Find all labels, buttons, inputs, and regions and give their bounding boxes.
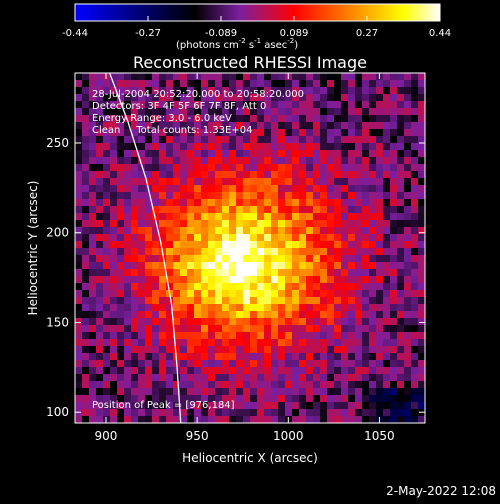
solar-limb-line [109, 73, 182, 423]
y-tick-label: 250 [46, 136, 69, 150]
x-tick-label: 900 [95, 429, 118, 443]
colorbar-ticks: -0.44 -0.27 -0.089 0.089 0.27 0.44 [62, 16, 451, 39]
annotation-detectors: Detectors: 3F 4F 5F 6F 7F 8F, Att 0 [92, 101, 266, 112]
y-axis-label: Heliocentric Y (arcsec) [26, 181, 40, 316]
plot-frame [74, 72, 426, 424]
x-tick-label: 950 [186, 429, 209, 443]
colorbar-tick-label: -0.089 [205, 28, 237, 39]
x-tick-label: 1000 [273, 429, 304, 443]
annotation-energy: Energy Range: 3.0 - 6.0 keV [92, 113, 232, 124]
footer-timestamp: 2-May-2022 12:08 [386, 484, 496, 498]
heatmap-image [75, 73, 425, 423]
axes: 900 950 1000 1050 100 150 200 250 [46, 73, 425, 443]
annotation-peak-position: Position of Peak = [976,184] [92, 400, 235, 411]
x-axis-label: Heliocentric X (arcsec) [182, 451, 318, 465]
y-tick-label: 100 [46, 405, 69, 419]
colorbar-tick-label: 0.44 [429, 28, 451, 39]
colorbar-units-label: (photons cm-2 s-1 asec-2) [176, 37, 298, 51]
colorbar-tick-label: -0.27 [135, 28, 161, 39]
colorbar-tick-label: 0.27 [356, 28, 378, 39]
annotation-clean: Clean Total counts: 1.33E+04 [92, 125, 252, 136]
y-tick-label: 200 [46, 226, 69, 240]
colorbar-tick-label: -0.44 [62, 28, 88, 39]
colorbar-tick-label: 0.089 [280, 28, 309, 39]
chart-title: Reconstructed RHESSI Image [133, 53, 367, 72]
x-tick-label: 1050 [364, 429, 395, 443]
colorbar [74, 3, 441, 22]
annotation-time: 28-Jul-2004 20:52:20.000 to 20:58:20.000 [92, 89, 304, 100]
y-tick-label: 150 [46, 315, 69, 329]
